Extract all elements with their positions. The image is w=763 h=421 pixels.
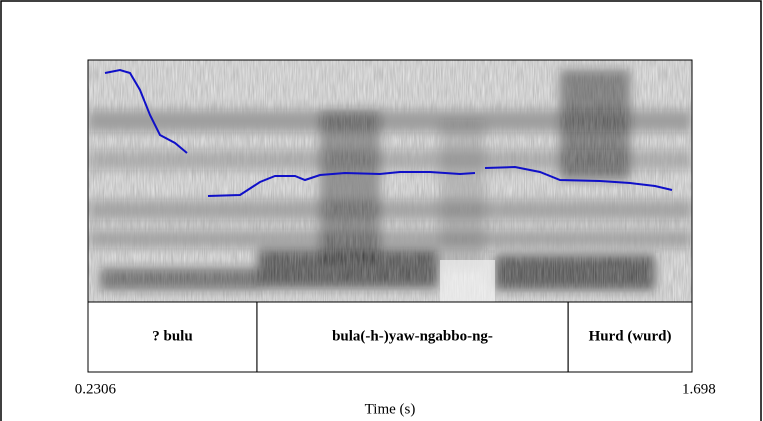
interval-label: bula(-h-)yaw-ngabbo-ng- (332, 328, 493, 344)
x-tick-label: 0.2306 (75, 381, 117, 397)
spectrogram (88, 60, 692, 302)
x-tick-label: 1.698 (682, 381, 716, 397)
x-axis-label: Time (s) (365, 401, 416, 417)
interval-label: ? bulu (152, 328, 192, 344)
pitch-track (104, 68, 673, 197)
interval (567, 301, 693, 373)
interval-label: Hurd (wurd) (589, 328, 672, 344)
